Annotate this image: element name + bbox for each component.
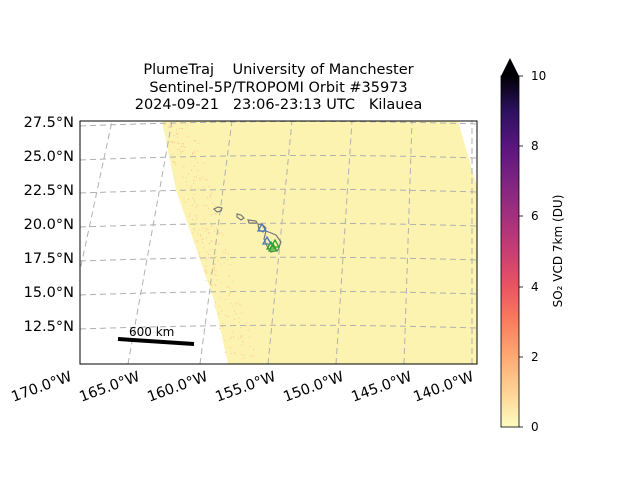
longitude-gridlines [80, 121, 473, 364]
oahu-coastline [236, 213, 245, 221]
map-frame [79, 120, 478, 365]
map-title-line-3: 2024-09-21 23:06-23:13 UTC Kilauea [134, 97, 423, 113]
volcano-marker [265, 240, 277, 250]
lat-label: 25.0°N [23, 149, 74, 165]
colorbar-tick-label: 0 [531, 420, 539, 434]
satellite-swath [162, 121, 477, 364]
lat-label: 20.0°N [23, 217, 74, 233]
colorbar-tick-label: 6 [531, 209, 539, 223]
volcano-marker [256, 222, 268, 232]
molokai-coastline [247, 219, 258, 224]
scale-bar-label: 600 km [129, 325, 174, 339]
colorbar-label: SO₂ VCD 7km (DU) [551, 194, 565, 308]
lat-label: 27.5°N [23, 115, 74, 131]
volcano-markers [256, 222, 281, 252]
kauai-coastline [212, 206, 223, 213]
colorbar-tick-label: 2 [531, 350, 539, 364]
swath-edge-noise [163, 121, 255, 359]
lat-label: 12.5°N [23, 319, 74, 335]
lat-label: 15.0°N [23, 285, 74, 301]
latitude-gridlines [80, 121, 477, 330]
scale-bar [117, 337, 195, 346]
colorbar-tick-label: 8 [531, 139, 539, 153]
lat-label: 22.5°N [23, 183, 74, 199]
colorbar-tick-label: 4 [531, 280, 539, 294]
colorbar-extend-arrow [501, 58, 519, 76]
volcano-marker [261, 235, 273, 245]
colorbar [500, 75, 520, 428]
colorbar-tick-label: 10 [531, 69, 547, 83]
lat-label: 17.5°N [23, 251, 74, 267]
colorbar-tick-marks [519, 75, 523, 428]
volcano-marker [267, 242, 279, 252]
map-title-line-1: PlumeTraj University of Manchester [143, 62, 414, 78]
map-title-line-2: Sentinel-5P/TROPOMI Orbit #35973 [149, 80, 408, 96]
